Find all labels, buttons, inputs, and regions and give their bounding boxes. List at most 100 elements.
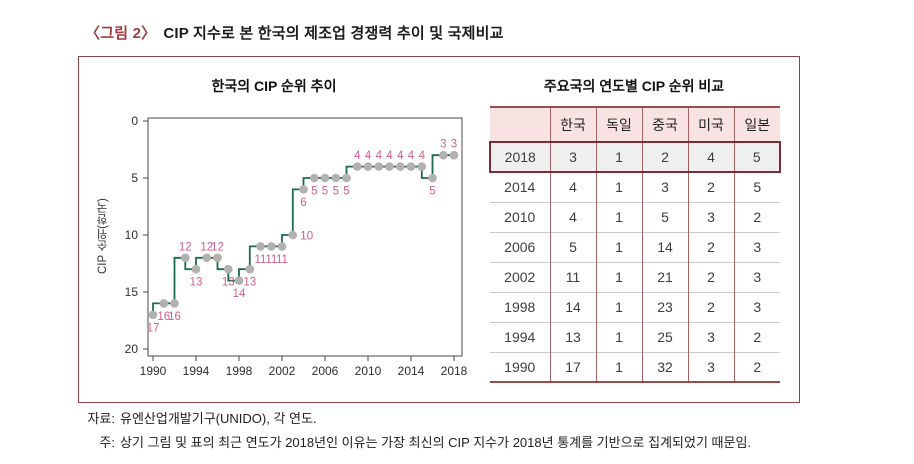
cell: 2 — [687, 231, 734, 262]
data-point — [428, 173, 437, 183]
comparison-table: 한국 독일 중국 미국 일본 2018 3 1 2 4 5 2014 4 1 3 2 5 2010 4 1 5 3 2 20… — [489, 106, 781, 383]
data-point-label: 12 — [179, 241, 192, 253]
data-point — [277, 242, 287, 251]
row-year: 1994 — [490, 321, 550, 352]
table-row: 2014 4 1 3 2 5 — [490, 171, 780, 202]
cell: 5 — [549, 231, 596, 262]
table-row: 2010 4 1 5 3 2 — [490, 201, 780, 232]
figure-title-text: CIP 지수로 본 한국의 제조업 경쟁력 추이 및 국제비교 — [163, 25, 504, 42]
column-header: 독일 — [595, 107, 642, 142]
data-point — [191, 264, 201, 274]
x-tick-label: 2006 — [312, 364, 339, 378]
data-point-label: 17 — [147, 322, 160, 334]
table-row: 1994 13 1 25 3 2 — [490, 321, 780, 352]
data-point — [202, 253, 212, 263]
column-header: 미국 — [687, 107, 734, 142]
row-year: 1998 — [490, 291, 550, 322]
cell: 14 — [641, 231, 688, 262]
cell: 2 — [733, 321, 780, 352]
data-point-label: 5 — [333, 186, 339, 198]
column-header: 일본 — [733, 107, 780, 142]
data-point — [213, 253, 222, 263]
remark-label: 주: — [99, 435, 115, 450]
cell: 3 — [733, 291, 780, 322]
cell: 2 — [641, 141, 688, 173]
cell: 2 — [733, 351, 780, 382]
data-point — [245, 264, 255, 274]
data-point — [288, 230, 298, 240]
y-tick-label: 20 — [125, 342, 139, 356]
table-header-row: 한국 독일 중국 미국 일본 — [490, 107, 780, 142]
cell: 4 — [549, 171, 596, 202]
cell: 13 — [549, 321, 596, 352]
table-row: 2002 11 1 21 2 3 — [490, 261, 780, 292]
data-point — [224, 264, 233, 274]
data-point — [353, 162, 362, 171]
cell: 3 — [687, 351, 734, 382]
data-point-label: 4 — [354, 150, 361, 162]
data-point-label: 13 — [243, 277, 256, 289]
data-point — [181, 253, 190, 263]
data-point-label: 12 — [211, 241, 224, 253]
figure-number-tag: 〈그림 2〉 — [85, 25, 157, 42]
cell: 21 — [641, 261, 688, 292]
data-point — [170, 299, 179, 308]
row-year: 2018 — [489, 141, 550, 173]
table-row: 1998 14 1 23 2 3 — [490, 291, 780, 322]
data-point-label: 4 — [376, 150, 383, 162]
figure-notes: 자료: 유엔산업개발기구(UNIDO), 각 연도. 주: 상기 그림 및 표의… — [85, 407, 751, 455]
data-point — [234, 276, 244, 285]
cell: 1 — [595, 171, 642, 202]
x-tick-label: 1994 — [183, 364, 210, 378]
data-point — [320, 173, 330, 183]
source-label: 자료: — [87, 411, 115, 426]
data-point — [310, 173, 319, 183]
row-year: 2010 — [490, 201, 550, 232]
data-point-label: 5 — [311, 186, 317, 198]
cell: 3 — [687, 201, 734, 232]
table-head: 한국 독일 중국 미국 일본 — [490, 107, 780, 142]
x-tick-label: 2018 — [441, 364, 468, 378]
data-point-label: 10 — [300, 231, 313, 243]
figure-box: 한국의 CIP 순위 추이 CIP 순위(한국) 0 5 10 15 20 1990 199… — [78, 56, 800, 403]
row-year: 1990 — [490, 351, 550, 382]
cell: 4 — [549, 201, 596, 232]
table-row: 2006 5 1 14 2 3 — [490, 231, 780, 262]
data-point — [363, 162, 373, 171]
data-point-label: 3 — [451, 139, 457, 151]
data-point — [406, 162, 416, 171]
data-point-label: 16 — [168, 311, 181, 323]
cell: 3 — [733, 231, 780, 262]
y-tick-label: 15 — [125, 285, 139, 299]
cell: 23 — [641, 291, 688, 322]
row-year: 2002 — [490, 261, 550, 292]
table-body: 2018 3 1 2 4 5 2014 4 1 3 2 5 2010 4 1 5 3 2 2006 5 1 14 2 3 200… — [489, 141, 781, 382]
y-tick-label: 10 — [125, 228, 139, 242]
data-point-label: 12 — [200, 241, 213, 253]
y-tick-label: 0 — [131, 114, 138, 128]
row-year: 2006 — [490, 231, 550, 262]
x-tick-label: 1990 — [140, 364, 167, 378]
data-point — [385, 162, 394, 171]
data-point-label: 4 — [408, 150, 415, 162]
column-header: 한국 — [549, 107, 596, 142]
cell: 5 — [641, 201, 688, 232]
cell: 32 — [641, 351, 688, 382]
table-row: 2018 3 1 2 4 5 — [489, 141, 781, 173]
data-point-label: 16 — [157, 311, 170, 323]
data-point — [449, 150, 459, 160]
data-point-label: 3 — [440, 139, 446, 151]
data-point — [342, 173, 351, 183]
data-point-label: 4 — [365, 150, 372, 162]
cell: 3 — [687, 321, 734, 352]
corner-cell — [490, 107, 550, 142]
cell: 17 — [549, 351, 596, 382]
cell: 5 — [733, 171, 780, 202]
data-point-label: 5 — [322, 186, 328, 198]
data-point-label: 13 — [222, 277, 235, 289]
x-tick-label: 2002 — [269, 364, 296, 378]
cell: 1 — [595, 291, 642, 322]
chart-title: 한국의 CIP 순위 추이 — [211, 78, 337, 94]
